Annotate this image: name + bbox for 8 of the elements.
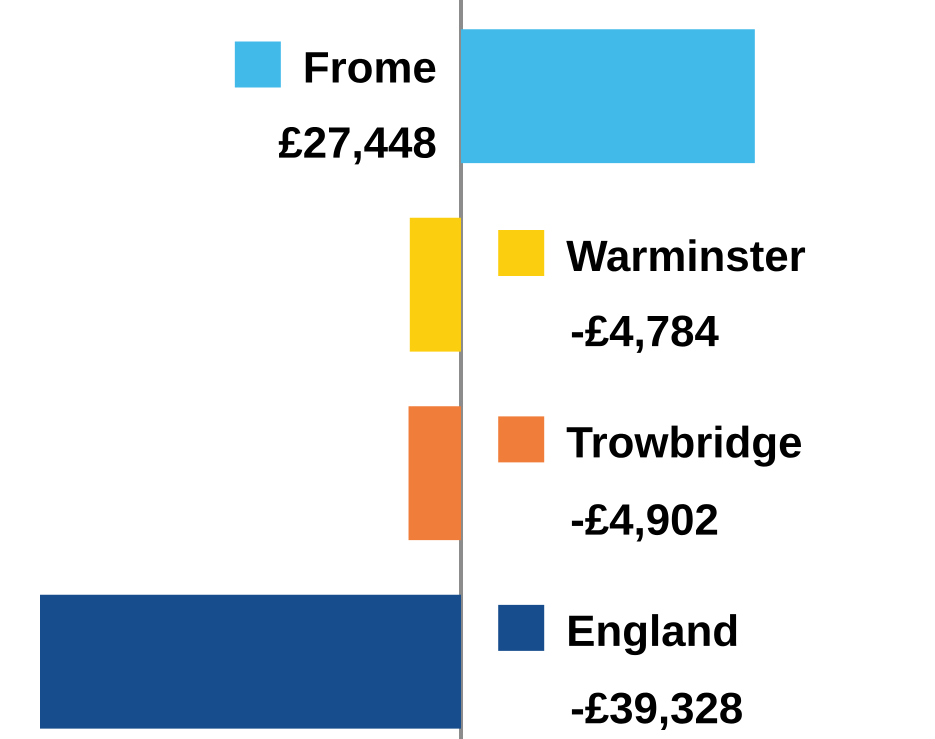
data-label: -£39,328 [572,692,742,730]
y-tick-label: Trowbridge [566,426,801,467]
data-label: £27,448 [278,127,436,164]
data-label: -£4,784 [572,316,719,353]
y-tick-label: Frome [306,52,436,83]
y-tick-label: Warminster [566,239,806,272]
data-label: -£4,902 [572,504,718,542]
y-tick-label: England [569,614,736,656]
